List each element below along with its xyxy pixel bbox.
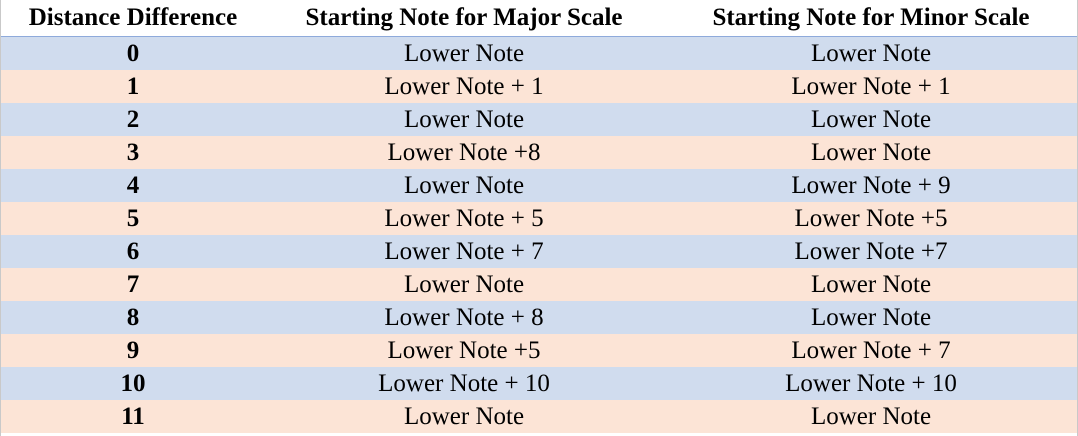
distance-cell: 10 xyxy=(1,367,265,400)
minor-start-cell: Lower Note + 10 xyxy=(663,367,1078,400)
table-row: 4 Lower Note Lower Note + 9 xyxy=(1,169,1078,202)
major-start-cell: Lower Note + 7 xyxy=(265,235,663,268)
distance-cell: 2 xyxy=(1,103,265,136)
distance-cell: 7 xyxy=(1,268,265,301)
distance-cell: 9 xyxy=(1,334,265,367)
table-row: 3 Lower Note +8 Lower Note xyxy=(1,136,1078,169)
minor-start-cell: Lower Note xyxy=(663,400,1078,433)
minor-start-cell: Lower Note +5 xyxy=(663,202,1078,235)
table-row: 2 Lower Note Lower Note xyxy=(1,103,1078,136)
table-row: 10 Lower Note + 10 Lower Note + 10 xyxy=(1,367,1078,400)
minor-start-cell: Lower Note xyxy=(663,36,1078,70)
major-start-cell: Lower Note xyxy=(265,169,663,202)
header-major-scale: Starting Note for Major Scale xyxy=(265,0,663,37)
distance-cell: 4 xyxy=(1,169,265,202)
major-start-cell: Lower Note + 10 xyxy=(265,367,663,400)
table-row: 7 Lower Note Lower Note xyxy=(1,268,1078,301)
minor-start-cell: Lower Note xyxy=(663,268,1078,301)
distance-cell: 3 xyxy=(1,136,265,169)
distance-cell: 8 xyxy=(1,301,265,334)
distance-cell: 0 xyxy=(1,36,265,70)
table-body: 0 Lower Note Lower Note 1 Lower Note + 1 Lowe… xyxy=(1,36,1078,433)
major-start-cell: Lower Note xyxy=(265,103,663,136)
table-row: 6 Lower Note + 7 Lower Note +7 xyxy=(1,235,1078,268)
distance-cell: 11 xyxy=(1,400,265,433)
table-row: 5 Lower Note + 5 Lower Note +5 xyxy=(1,202,1078,235)
table-row: 9 Lower Note +5 Lower Note + 7 xyxy=(1,334,1078,367)
minor-start-cell: Lower Note xyxy=(663,136,1078,169)
table-header: Distance Difference Starting Note for Ma… xyxy=(1,0,1078,37)
minor-start-cell: Lower Note xyxy=(663,103,1078,136)
major-start-cell: Lower Note xyxy=(265,36,663,70)
major-start-cell: Lower Note +5 xyxy=(265,334,663,367)
minor-start-cell: Lower Note + 9 xyxy=(663,169,1078,202)
table-row: 11 Lower Note Lower Note xyxy=(1,400,1078,433)
major-start-cell: Lower Note +8 xyxy=(265,136,663,169)
table-row: 1 Lower Note + 1 Lower Note + 1 xyxy=(1,70,1078,103)
table-row: 0 Lower Note Lower Note xyxy=(1,36,1078,70)
header-distance-difference: Distance Difference xyxy=(1,0,265,37)
minor-start-cell: Lower Note xyxy=(663,301,1078,334)
distance-cell: 1 xyxy=(1,70,265,103)
table-row: 8 Lower Note + 8 Lower Note xyxy=(1,301,1078,334)
minor-start-cell: Lower Note + 1 xyxy=(663,70,1078,103)
distance-cell: 6 xyxy=(1,235,265,268)
major-start-cell: Lower Note xyxy=(265,268,663,301)
minor-start-cell: Lower Note + 7 xyxy=(663,334,1078,367)
distance-cell: 5 xyxy=(1,202,265,235)
header-minor-scale: Starting Note for Minor Scale xyxy=(663,0,1078,37)
header-row: Distance Difference Starting Note for Ma… xyxy=(1,0,1078,37)
minor-start-cell: Lower Note +7 xyxy=(663,235,1078,268)
major-start-cell: Lower Note + 1 xyxy=(265,70,663,103)
major-start-cell: Lower Note + 5 xyxy=(265,202,663,235)
major-start-cell: Lower Note xyxy=(265,400,663,433)
major-start-cell: Lower Note + 8 xyxy=(265,301,663,334)
